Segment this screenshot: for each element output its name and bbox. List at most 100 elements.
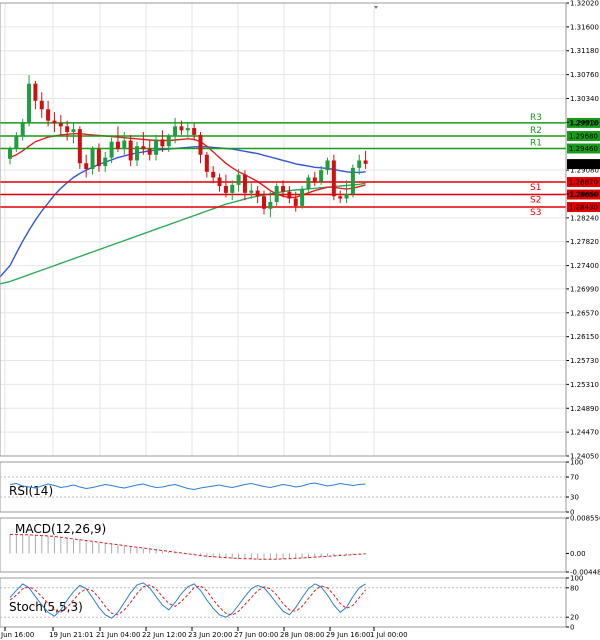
candle-body [363,160,368,164]
candle-body [173,126,178,137]
panel-tick-label: 0.00 [570,550,586,558]
time-tick-label: 27 Jun 00:00 [234,631,278,639]
rsi-title: RSI(14) [9,484,53,498]
level-price-box [567,143,600,154]
candle-body [357,160,362,168]
panel-tick-label: 0 [570,624,574,632]
level-price-box [567,202,600,213]
candle-body [65,126,70,133]
price-tick-label: 1.31600 [570,23,599,31]
candle-body [160,139,165,147]
level-name-s1: S1 [530,183,541,193]
level-price-box [567,189,600,200]
macd-title: MACD(12,26,9) [15,522,106,536]
candle-body [230,184,235,193]
candle-body [128,140,133,161]
candle-body [211,171,216,178]
candle-body [96,149,101,167]
shift-marker-icon [374,6,378,9]
candle-body [115,141,120,150]
rsi-panel: RSI(14) 100 70 30 0 [0,459,583,517]
candle-body [14,136,19,150]
candle-body [71,129,76,133]
candle-body [122,140,127,150]
current-price-box [567,159,600,170]
chart-frame [0,2,567,457]
level-price-label: 1.29460 [569,145,598,153]
time-tick-label: 29 Jun 16:00 [326,631,370,639]
price-tick-label: 1.26150 [570,333,599,341]
level-name-s3: S3 [530,208,541,218]
panel-tick-label: 0 [570,509,574,517]
current-price-label: 1.29186 [569,161,598,169]
candle-body [306,177,311,189]
time-tick-label: 1 Jul 00:00 [370,631,408,639]
ma-blue-tail [0,265,11,278]
candle-body [350,167,355,194]
candle-body [331,160,336,197]
price-tick-label: 1.24890 [570,405,599,413]
candle-body [287,191,292,199]
panel-frame [0,577,567,628]
candle-body [20,123,25,137]
candle-body [27,83,32,124]
candle-body [204,154,209,172]
panel-tick-label: 30 [570,494,579,502]
price-tick-label: 1.26570 [570,309,599,317]
level-name-r2: R2 [530,126,542,136]
candle-body [154,139,159,155]
time-tick-label: 19 Jun 21:01 [49,631,93,639]
level-name-r1: R1 [530,139,542,149]
candle-body [293,198,298,206]
ma-green-line [9,182,366,283]
level-price-label: 1.28430 [569,204,598,212]
candle-body [135,146,139,161]
candle-body [338,196,343,199]
candle-body [90,149,95,169]
panel-frame [0,461,567,513]
price-tick-label: 1.32020 [570,0,599,8]
candle-body [147,149,152,155]
candle-body [312,177,317,182]
panel-tick-label: 80 [570,584,579,592]
candle-body [84,163,89,169]
price-tick-label: 1.28240 [570,214,599,222]
panel-tick-label: 20 [570,614,579,622]
candle-body [268,201,273,209]
stoch-d-line [9,584,366,616]
support-resistance-levels: R3 1.29910 R2 1.29680 R1 1.29460 S1 1.28870 S2 1.… [0,113,600,218]
candle-body [179,126,184,131]
main-panel-frame [0,2,567,457]
macd-signal-line [10,533,366,560]
time-tick-label: 28 Jun 08:00 [280,631,324,639]
ma-red-line [9,132,366,199]
candle-body [262,196,266,209]
candle-body [46,109,51,121]
time-tick-label: 21 Jun 04:00 [96,631,140,639]
level-price-box [567,117,600,128]
level-price-label: 1.28650 [569,191,598,199]
candlesticks [8,75,368,218]
panel-tick-label: 100 [570,459,583,467]
time-tick-label: 23 Jun 20:00 [188,631,232,639]
price-tick-label: 1.30340 [570,95,599,103]
level-price-box [567,131,600,142]
level-price-label: 1.29680 [569,133,598,141]
candle-body [300,188,305,206]
candle-body [33,83,38,101]
candle-body [223,186,228,193]
candle-body [166,136,171,147]
price-tick-label: 1.25310 [570,381,599,389]
time-axis: Jun 16:00 19 Jun 21:01 21 Jun 04:00 22 Jun … [0,627,408,639]
moving-averages [0,132,366,285]
candle-body [217,177,222,187]
candle-body [141,146,146,150]
candle-body [319,170,324,182]
level-price-box [567,177,600,188]
candle-body [325,160,330,171]
candle-body [236,174,241,185]
candle-body [255,190,260,197]
candle-body [274,186,279,202]
price-tick-label: 1.24050 [570,453,599,461]
